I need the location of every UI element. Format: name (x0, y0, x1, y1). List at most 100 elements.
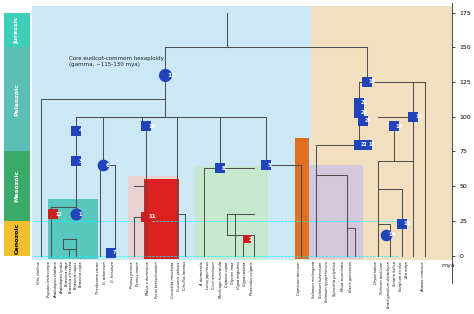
Text: Brassica napus: Brassica napus (74, 261, 78, 289)
Point (262, 163, 270, 168)
Text: Arabidopsis lyrata: Arabidopsis lyrata (60, 261, 64, 294)
Text: Spirodela polyrhiza: Spirodela polyrhiza (333, 261, 337, 296)
Bar (195, 166, 268, 259)
Text: G. arboreum: G. arboreum (103, 261, 107, 284)
Text: Mesozoic: Mesozoic (15, 170, 19, 203)
Text: Medicago truncatula: Medicago truncatula (219, 261, 223, 298)
Text: Phaseolus vulgaris: Phaseolus vulgaris (250, 261, 254, 295)
Text: 14: 14 (396, 124, 403, 129)
Text: Vigna radiata: Vigna radiata (244, 261, 247, 285)
Text: 7: 7 (113, 251, 117, 255)
Point (355, 100, 363, 106)
Text: Malus x domestica: Malus x domestica (146, 261, 150, 295)
Text: 3: 3 (78, 159, 82, 164)
Text: Solanum lycopersicum: Solanum lycopersicum (325, 261, 329, 302)
Text: Brassica oleracea: Brassica oleracea (69, 261, 73, 293)
Text: 1: 1 (78, 212, 82, 217)
Text: 13: 13 (167, 73, 176, 78)
Text: 6: 6 (105, 163, 109, 168)
Text: Vigna angularis: Vigna angularis (237, 261, 241, 289)
Text: 15: 15 (403, 221, 411, 226)
Point (243, 236, 250, 241)
Text: Solanum tuberosum: Solanum tuberosum (319, 261, 322, 298)
Text: Populus trichocarpa: Populus trichocarpa (47, 261, 51, 297)
Text: 19: 19 (369, 79, 376, 84)
Text: Brassica nigra: Brassica nigra (79, 261, 82, 287)
Text: 16: 16 (388, 232, 396, 237)
Bar (32, 6, 311, 260)
Point (363, 79, 371, 84)
Point (382, 232, 390, 237)
Text: 11: 11 (148, 214, 155, 219)
Text: Triticum aestivum: Triticum aestivum (381, 261, 384, 294)
Text: Brassica rapa: Brassica rapa (64, 261, 69, 286)
Text: 20: 20 (361, 110, 368, 115)
Point (390, 124, 398, 129)
Text: Cicer arietinum: Cicer arietinum (212, 261, 217, 289)
Text: Theobroma cacao: Theobroma cacao (96, 261, 100, 294)
Bar (4, 13, 30, 47)
Text: Cajanus cajan: Cajanus cajan (225, 261, 229, 286)
Point (100, 163, 107, 168)
Text: Elaeis guineensis: Elaeis guineensis (349, 261, 353, 292)
Text: mya: mya (441, 263, 455, 268)
Text: 5: 5 (268, 163, 272, 168)
Point (359, 118, 366, 123)
Text: Cenozoic: Cenozoic (15, 223, 19, 254)
Text: Lotus japonicus: Lotus japonicus (206, 261, 210, 289)
Point (73, 159, 80, 164)
Text: Arabidopsis thaliana: Arabidopsis thaliana (55, 261, 58, 298)
Bar (311, 6, 454, 260)
Bar (295, 138, 310, 259)
Point (398, 221, 405, 226)
Text: 24: 24 (365, 118, 372, 123)
Text: 21: 21 (361, 100, 368, 105)
Point (142, 124, 150, 129)
Text: Glycine max: Glycine max (231, 261, 235, 284)
Text: 8: 8 (221, 166, 225, 171)
Text: 12: 12 (55, 212, 62, 217)
Text: Citrullus lanatus: Citrullus lanatus (183, 261, 187, 290)
Text: 4: 4 (78, 128, 82, 133)
Text: Setaria italica: Setaria italica (393, 261, 397, 286)
Bar (144, 179, 179, 259)
Point (410, 114, 417, 119)
Text: 2: 2 (248, 236, 252, 241)
Text: 18: 18 (369, 142, 375, 147)
Text: Jurassic: Jurassic (15, 16, 19, 44)
Text: Cucumis sativus: Cucumis sativus (177, 261, 181, 290)
Point (355, 142, 363, 147)
Point (73, 128, 80, 133)
Text: Prunus mume: Prunus mume (136, 261, 140, 286)
Text: Vitis vinifera: Vitis vinifera (37, 261, 42, 284)
Text: Oryza sativa: Oryza sativa (374, 261, 378, 284)
Bar (48, 199, 98, 259)
Text: Core eudicot-commom hexaploidy
(gamma, ~115-130 mya): Core eudicot-commom hexaploidy (gamma, ~… (69, 56, 164, 67)
Bar (4, 221, 30, 256)
Point (49, 212, 57, 217)
Point (363, 142, 371, 147)
Text: Prunus persica: Prunus persica (130, 261, 135, 288)
Text: G. hirsutum: G. hirsutum (111, 261, 115, 282)
Point (355, 110, 363, 115)
Text: 17: 17 (415, 114, 423, 119)
Text: Pyrus bretschneideri: Pyrus bretschneideri (155, 261, 159, 298)
Point (73, 212, 80, 217)
Text: Brachypodium distachyon: Brachypodium distachyon (387, 261, 391, 308)
Bar (128, 176, 179, 259)
Text: Zea mays: Zea mays (405, 261, 409, 279)
Text: Capsicum annuum: Capsicum annuum (297, 261, 301, 295)
Point (216, 166, 223, 171)
Point (108, 250, 115, 255)
Text: Paleozoic: Paleozoic (15, 83, 19, 116)
Text: Cucurbita moschata: Cucurbita moschata (171, 261, 174, 297)
Text: A. duranensis: A. duranensis (200, 261, 204, 286)
Bar (305, 165, 363, 259)
Text: 22: 22 (361, 142, 368, 147)
Text: Sorghum bicolor: Sorghum bicolor (399, 261, 403, 291)
Point (162, 73, 169, 78)
Bar (4, 47, 30, 151)
Bar (4, 151, 30, 221)
Text: Solanum melongena: Solanum melongena (312, 261, 316, 298)
Text: Musa acuminata: Musa acuminata (341, 261, 345, 291)
